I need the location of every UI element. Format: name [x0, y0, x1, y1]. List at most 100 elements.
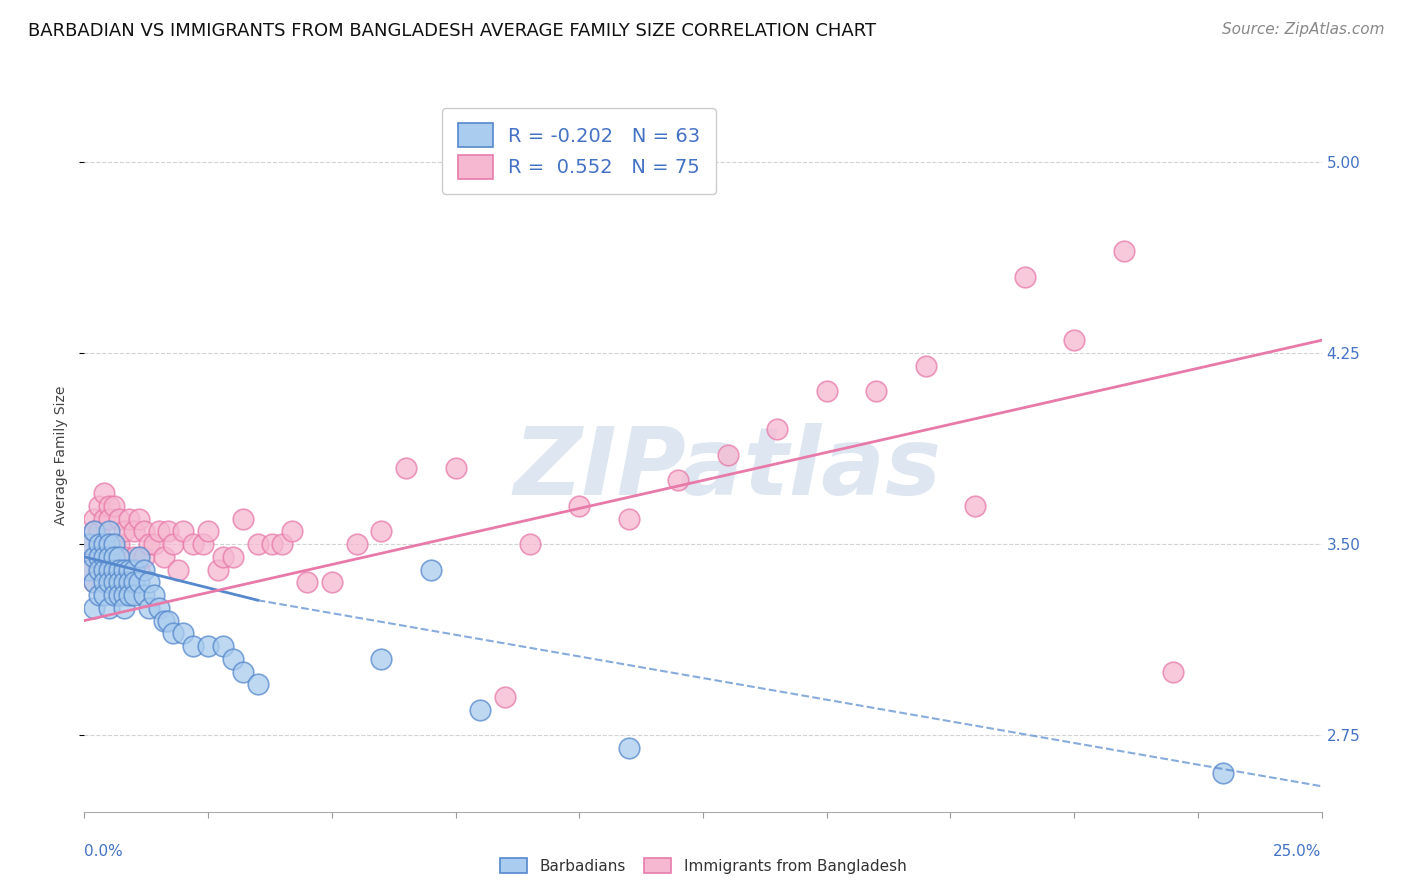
- Text: Source: ZipAtlas.com: Source: ZipAtlas.com: [1222, 22, 1385, 37]
- Point: [212, 549, 235, 564]
- Point: [98, 524, 121, 539]
- Point: [914, 359, 936, 373]
- Point: [103, 537, 125, 551]
- Point: [494, 690, 516, 704]
- Text: ZIPatlas: ZIPatlas: [513, 423, 942, 516]
- Point: [89, 499, 111, 513]
- Point: [1212, 766, 1234, 780]
- Point: [395, 460, 418, 475]
- Point: [93, 537, 115, 551]
- Point: [93, 588, 115, 602]
- Point: [83, 575, 105, 590]
- Point: [122, 549, 145, 564]
- Text: BARBADIAN VS IMMIGRANTS FROM BANGLADESH AVERAGE FAMILY SIZE CORRELATION CHART: BARBADIAN VS IMMIGRANTS FROM BANGLADESH …: [28, 22, 876, 40]
- Point: [93, 537, 115, 551]
- Point: [83, 524, 105, 539]
- Point: [98, 563, 121, 577]
- Point: [89, 524, 111, 539]
- Point: [717, 448, 740, 462]
- Point: [79, 563, 101, 577]
- Point: [321, 575, 343, 590]
- Point: [83, 524, 105, 539]
- Point: [1063, 333, 1085, 347]
- Point: [93, 486, 115, 500]
- Point: [271, 537, 294, 551]
- Point: [98, 537, 121, 551]
- Point: [79, 537, 101, 551]
- Point: [98, 563, 121, 577]
- Point: [419, 563, 441, 577]
- Point: [79, 563, 101, 577]
- Point: [118, 588, 141, 602]
- Point: [112, 575, 135, 590]
- Point: [98, 537, 121, 551]
- Point: [89, 537, 111, 551]
- Point: [118, 511, 141, 525]
- Point: [122, 524, 145, 539]
- Point: [132, 524, 155, 539]
- Point: [370, 652, 392, 666]
- Point: [157, 524, 180, 539]
- Point: [79, 537, 101, 551]
- Point: [1014, 269, 1036, 284]
- Point: [98, 600, 121, 615]
- Point: [83, 549, 105, 564]
- Point: [152, 614, 174, 628]
- Point: [108, 588, 131, 602]
- Point: [103, 563, 125, 577]
- Point: [118, 563, 141, 577]
- Point: [246, 537, 269, 551]
- Point: [212, 639, 235, 653]
- Point: [108, 537, 131, 551]
- Point: [112, 563, 135, 577]
- Point: [128, 575, 150, 590]
- Point: [98, 575, 121, 590]
- Point: [112, 575, 135, 590]
- Point: [83, 549, 105, 564]
- Legend: Barbadians, Immigrants from Bangladesh: Barbadians, Immigrants from Bangladesh: [494, 852, 912, 880]
- Point: [103, 588, 125, 602]
- Point: [1161, 665, 1184, 679]
- Point: [83, 575, 105, 590]
- Point: [142, 588, 165, 602]
- Point: [162, 626, 184, 640]
- Point: [83, 600, 105, 615]
- Point: [346, 537, 368, 551]
- Point: [162, 537, 184, 551]
- Point: [98, 549, 121, 564]
- Point: [142, 537, 165, 551]
- Point: [568, 499, 591, 513]
- Point: [128, 563, 150, 577]
- Point: [152, 549, 174, 564]
- Point: [167, 563, 190, 577]
- Point: [128, 549, 150, 564]
- Point: [191, 537, 214, 551]
- Point: [181, 639, 204, 653]
- Point: [281, 524, 304, 539]
- Point: [122, 575, 145, 590]
- Point: [118, 563, 141, 577]
- Point: [138, 537, 160, 551]
- Point: [246, 677, 269, 691]
- Text: 0.0%: 0.0%: [84, 844, 124, 859]
- Point: [112, 549, 135, 564]
- Text: 25.0%: 25.0%: [1274, 844, 1322, 859]
- Point: [138, 575, 160, 590]
- Point: [181, 537, 204, 551]
- Legend: R = -0.202   N = 63, R =  0.552   N = 75: R = -0.202 N = 63, R = 0.552 N = 75: [443, 108, 716, 194]
- Point: [232, 665, 254, 679]
- Point: [1112, 244, 1135, 258]
- Point: [617, 511, 640, 525]
- Point: [89, 549, 111, 564]
- Point: [108, 563, 131, 577]
- Point: [865, 384, 887, 399]
- Point: [103, 499, 125, 513]
- Point: [519, 537, 541, 551]
- Point: [103, 575, 125, 590]
- Point: [132, 563, 155, 577]
- Point: [262, 537, 284, 551]
- Point: [89, 588, 111, 602]
- Point: [138, 600, 160, 615]
- Point: [103, 537, 125, 551]
- Point: [617, 741, 640, 756]
